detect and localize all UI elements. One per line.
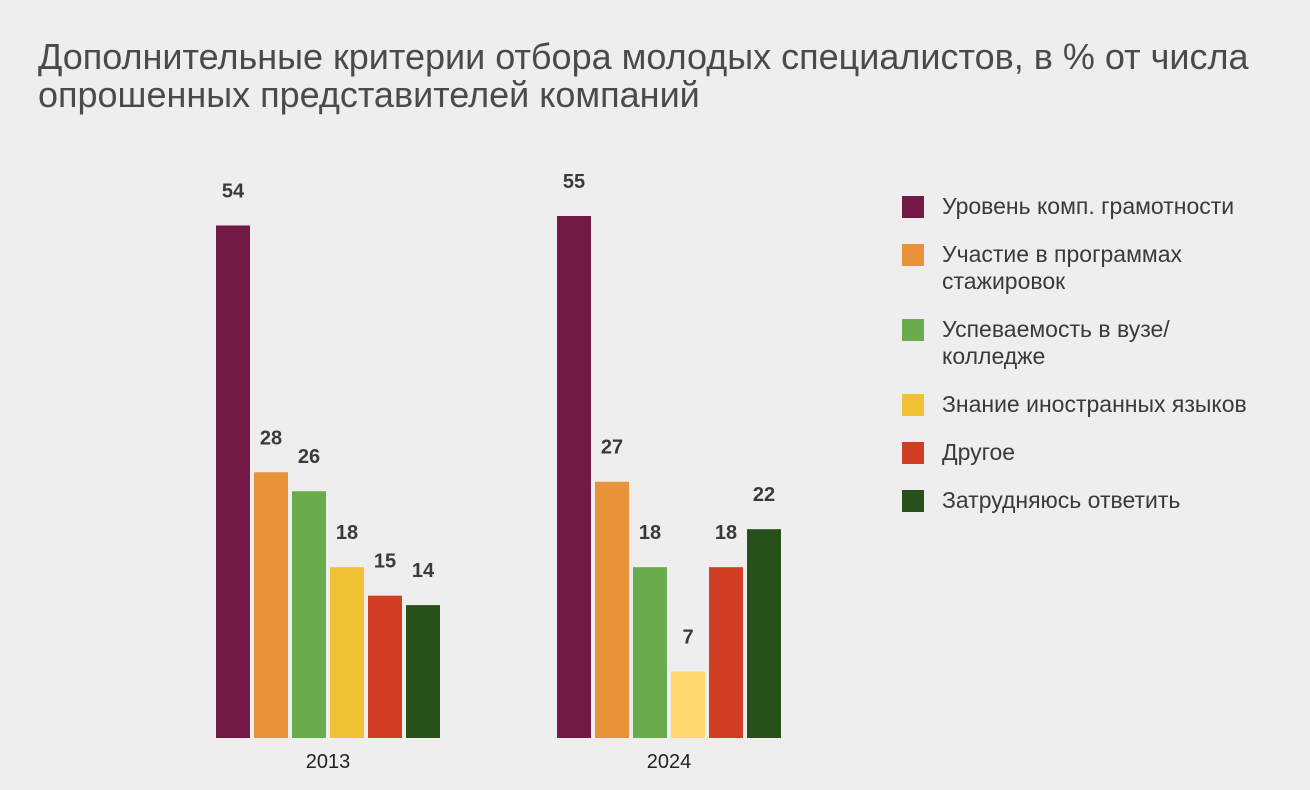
data-label-2024-series-4: 18 [715,522,737,544]
bar-2013-series-4 [368,595,402,738]
bar-2024-series-0 [557,216,591,738]
legend-item-4: Другое [902,439,1262,466]
legend-item-0: Уровень комп. грамотности [902,193,1262,220]
data-label-2013-series-0: 54 [222,180,245,202]
bar-2013-series-1 [254,472,288,738]
data-label-2024-series-5: 22 [753,484,775,506]
bar-2013-series-3 [330,567,364,738]
legend-label: Другое [942,439,1016,465]
legend-swatch [902,442,924,464]
legend-swatch [902,244,924,266]
chart-legend: Уровень комп. грамотности Участие в прогр… [902,193,1262,535]
bar-2024-series-5 [747,529,781,738]
bar-2024-series-4 [709,567,743,738]
data-label-2024-series-0: 55 [563,171,585,193]
data-label-2024-series-2: 18 [639,522,661,544]
legend-swatch [902,394,924,416]
data-label-2024-series-3: 7 [682,627,693,649]
category-label-2024: 2024 [647,751,692,773]
data-label-2024-series-1: 27 [601,437,623,459]
legend-swatch [902,319,924,341]
legend-label: Уровень комп. грамотности [942,193,1235,219]
data-label-2013-series-5: 14 [412,560,435,582]
legend-item-3: Знание иностранных языков [902,391,1262,418]
legend-label: Успеваемость в вузе/колледже [942,316,1170,369]
bar-2024-series-3 [671,671,705,738]
legend-item-1: Участие в программах стажировок [902,241,1262,295]
legend-label: Участие в программах стажировок [942,241,1182,294]
legend-label: Знание иностранных языков [942,391,1247,417]
bar-2013-series-5 [406,605,440,738]
bar-2013-series-2 [292,491,326,738]
bar-2024-series-2 [633,567,667,738]
legend-swatch [902,196,924,218]
legend-item-2: Успеваемость в вузе/колледже [902,316,1262,370]
data-label-2013-series-1: 28 [260,427,282,449]
data-label-2013-series-2: 26 [298,446,320,468]
data-label-2013-series-3: 18 [336,522,358,544]
legend-swatch [902,490,924,512]
chart-title: Дополнительные критерии отбора молодых с… [38,36,1249,115]
bar-2024-series-1 [595,481,629,738]
data-label-2013-series-4: 15 [374,551,396,573]
category-label-2013: 2013 [306,751,351,773]
legend-label: Затрудняюсь ответить [942,487,1181,513]
bar-2013-series-0 [216,225,250,738]
legend-item-5: Затрудняюсь ответить [902,487,1262,514]
